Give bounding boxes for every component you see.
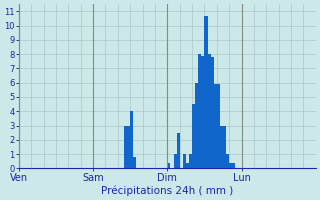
Bar [204, 16, 208, 168]
Bar [198, 54, 201, 168]
Bar [189, 154, 192, 168]
Bar [220, 126, 223, 168]
Bar [177, 133, 180, 168]
Bar [167, 163, 171, 168]
X-axis label: Précipitations 24h ( mm ): Précipitations 24h ( mm ) [101, 185, 234, 196]
Bar [195, 83, 198, 168]
Bar [127, 126, 130, 168]
Bar [124, 126, 127, 168]
Bar [173, 154, 177, 168]
Bar [217, 84, 220, 168]
Bar [229, 163, 232, 168]
Bar [186, 163, 189, 168]
Bar [183, 154, 186, 168]
Bar [133, 157, 136, 168]
Bar [130, 111, 133, 168]
Bar [192, 104, 195, 168]
Bar [201, 56, 204, 168]
Bar [214, 84, 217, 168]
Bar [223, 126, 226, 168]
Bar [208, 54, 211, 168]
Bar [232, 163, 236, 168]
Bar [226, 154, 229, 168]
Bar [211, 57, 214, 168]
